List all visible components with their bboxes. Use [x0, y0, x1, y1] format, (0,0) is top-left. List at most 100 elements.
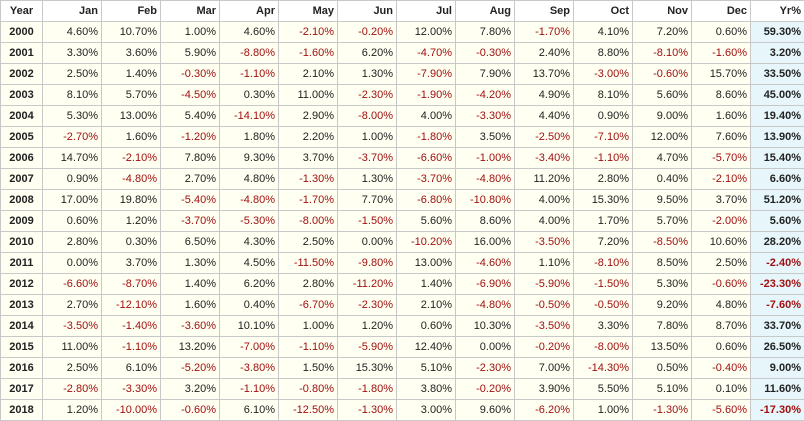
monthly-return-cell: -6.20%	[514, 399, 574, 421]
monthly-return-cell: -4.80%	[455, 168, 515, 190]
annual-return-cell: 15.40%	[750, 147, 804, 169]
table-row: 2012 -6.60% -8.70% 1.40% 6.20% 2.80% -11.20% 1.…	[0, 273, 804, 295]
monthly-return-cell: -6.70%	[278, 294, 338, 316]
monthly-return-cell: 11.00%	[42, 336, 102, 358]
table-row: 2005 -2.70% 1.60% -1.20% 1.80% 2.20% 1.00% -1.8…	[0, 126, 804, 148]
monthly-return-cell: 1.40%	[160, 273, 220, 295]
annual-return-cell: 33.50%	[750, 63, 804, 85]
monthly-return-cell: 1.00%	[573, 399, 633, 421]
monthly-return-cell: 0.30%	[101, 231, 161, 253]
monthly-return-cell: -0.50%	[514, 294, 574, 316]
monthly-return-cell: -4.80%	[101, 168, 161, 190]
table-row: 2002 2.50% 1.40% -0.30% -1.10% 2.10% 1.30% -7.9…	[0, 63, 804, 85]
monthly-return-cell: -4.60%	[455, 252, 515, 274]
monthly-return-cell: 10.30%	[455, 315, 515, 337]
column-header: Year	[0, 0, 43, 22]
monthly-return-cell: -0.40%	[691, 357, 751, 379]
monthly-return-cell: -1.40%	[101, 315, 161, 337]
monthly-return-cell: 4.00%	[514, 210, 574, 232]
monthly-return-cell: -5.90%	[337, 336, 397, 358]
monthly-return-cell: 7.80%	[455, 21, 515, 43]
monthly-return-cell: 8.80%	[573, 42, 633, 64]
monthly-return-cell: -1.10%	[219, 378, 279, 400]
monthly-return-cell: 13.00%	[101, 105, 161, 127]
monthly-return-cell: -2.10%	[691, 168, 751, 190]
monthly-return-cell: 2.40%	[514, 42, 574, 64]
monthly-return-cell: 4.90%	[514, 84, 574, 106]
table-row: 2008 17.00% 19.80% -5.40% -4.80% -1.70% 7.70% -…	[0, 189, 804, 211]
monthly-return-cell: -4.20%	[455, 84, 515, 106]
monthly-return-cell: 5.70%	[632, 210, 692, 232]
annual-return-cell: 45.00%	[750, 84, 804, 106]
monthly-return-cell: -1.00%	[455, 147, 515, 169]
year-cell: 2003	[0, 84, 43, 106]
annual-return-cell: 6.60%	[750, 168, 804, 190]
column-header: Feb	[101, 0, 161, 22]
monthly-return-cell: 5.70%	[101, 84, 161, 106]
monthly-return-cell: 2.50%	[691, 252, 751, 274]
monthly-return-cell: -0.60%	[691, 273, 751, 295]
monthly-return-cell: -4.50%	[160, 84, 220, 106]
monthly-return-cell: -1.70%	[514, 21, 574, 43]
monthly-return-cell: -5.40%	[160, 189, 220, 211]
annual-return-cell: 11.60%	[750, 378, 804, 400]
monthly-return-cell: 4.00%	[396, 105, 456, 127]
monthly-return-cell: -1.60%	[691, 42, 751, 64]
monthly-return-cell: -7.10%	[573, 126, 633, 148]
monthly-return-cell: 5.50%	[573, 378, 633, 400]
monthly-return-cell: -3.40%	[514, 147, 574, 169]
monthly-return-cell: -1.70%	[278, 189, 338, 211]
monthly-return-cell: -3.70%	[396, 168, 456, 190]
monthly-return-cell: 2.50%	[42, 63, 102, 85]
monthly-return-cell: 7.20%	[632, 21, 692, 43]
monthly-return-cell: -3.00%	[573, 63, 633, 85]
monthly-return-cell: 7.80%	[632, 315, 692, 337]
monthly-return-cell: 0.60%	[691, 21, 751, 43]
monthly-return-cell: -0.80%	[278, 378, 338, 400]
monthly-return-cell: 9.20%	[632, 294, 692, 316]
monthly-return-cell: -6.90%	[455, 273, 515, 295]
monthly-return-cell: 6.10%	[219, 399, 279, 421]
monthly-return-cell: -6.80%	[396, 189, 456, 211]
monthly-return-cell: 0.40%	[632, 168, 692, 190]
monthly-return-cell: 12.00%	[396, 21, 456, 43]
monthly-return-cell: 8.10%	[42, 84, 102, 106]
monthly-return-cell: -3.70%	[160, 210, 220, 232]
table-row: 2010 2.80% 0.30% 6.50% 4.30% 2.50% 0.00% -10.20…	[0, 231, 804, 253]
column-header: Apr	[219, 0, 279, 22]
monthly-return-cell: 3.70%	[278, 147, 338, 169]
monthly-return-cell: 12.40%	[396, 336, 456, 358]
monthly-return-cell: -7.00%	[219, 336, 279, 358]
monthly-return-cell: -1.30%	[278, 168, 338, 190]
monthly-return-cell: -0.60%	[160, 399, 220, 421]
monthly-return-cell: -6.60%	[42, 273, 102, 295]
annual-return-cell: 19.40%	[750, 105, 804, 127]
table-row: 2015 11.00% -1.10% 13.20% -7.00% -1.10% -5.90%…	[0, 336, 804, 358]
monthly-return-cell: 3.80%	[396, 378, 456, 400]
year-cell: 2013	[0, 294, 43, 316]
annual-return-cell: 33.70%	[750, 315, 804, 337]
year-cell: 2017	[0, 378, 43, 400]
table-row: 2013 2.70% -12.10% 1.60% 0.40% -6.70% -2.30% 2.…	[0, 294, 804, 316]
monthly-return-cell: 1.10%	[514, 252, 574, 274]
monthly-return-cell: 0.00%	[42, 252, 102, 274]
column-header: Jan	[42, 0, 102, 22]
monthly-return-cell: 1.30%	[337, 63, 397, 85]
monthly-return-cell: 7.80%	[160, 147, 220, 169]
monthly-return-cell: -8.10%	[632, 42, 692, 64]
monthly-return-cell: 17.00%	[42, 189, 102, 211]
monthly-return-cell: 7.90%	[455, 63, 515, 85]
monthly-return-cell: 13.70%	[514, 63, 574, 85]
monthly-return-cell: 3.70%	[101, 252, 161, 274]
monthly-return-cell: 10.70%	[101, 21, 161, 43]
monthly-return-cell: -1.60%	[278, 42, 338, 64]
monthly-return-cell: -3.30%	[101, 378, 161, 400]
monthly-return-cell: 0.30%	[219, 84, 279, 106]
monthly-return-cell: -5.90%	[514, 273, 574, 295]
monthly-return-cell: 6.20%	[337, 42, 397, 64]
column-header: Mar	[160, 0, 220, 22]
monthly-return-cell: 1.30%	[337, 168, 397, 190]
monthly-return-cell: -2.50%	[514, 126, 574, 148]
monthly-return-cell: -3.30%	[455, 105, 515, 127]
monthly-return-cell: -10.80%	[455, 189, 515, 211]
